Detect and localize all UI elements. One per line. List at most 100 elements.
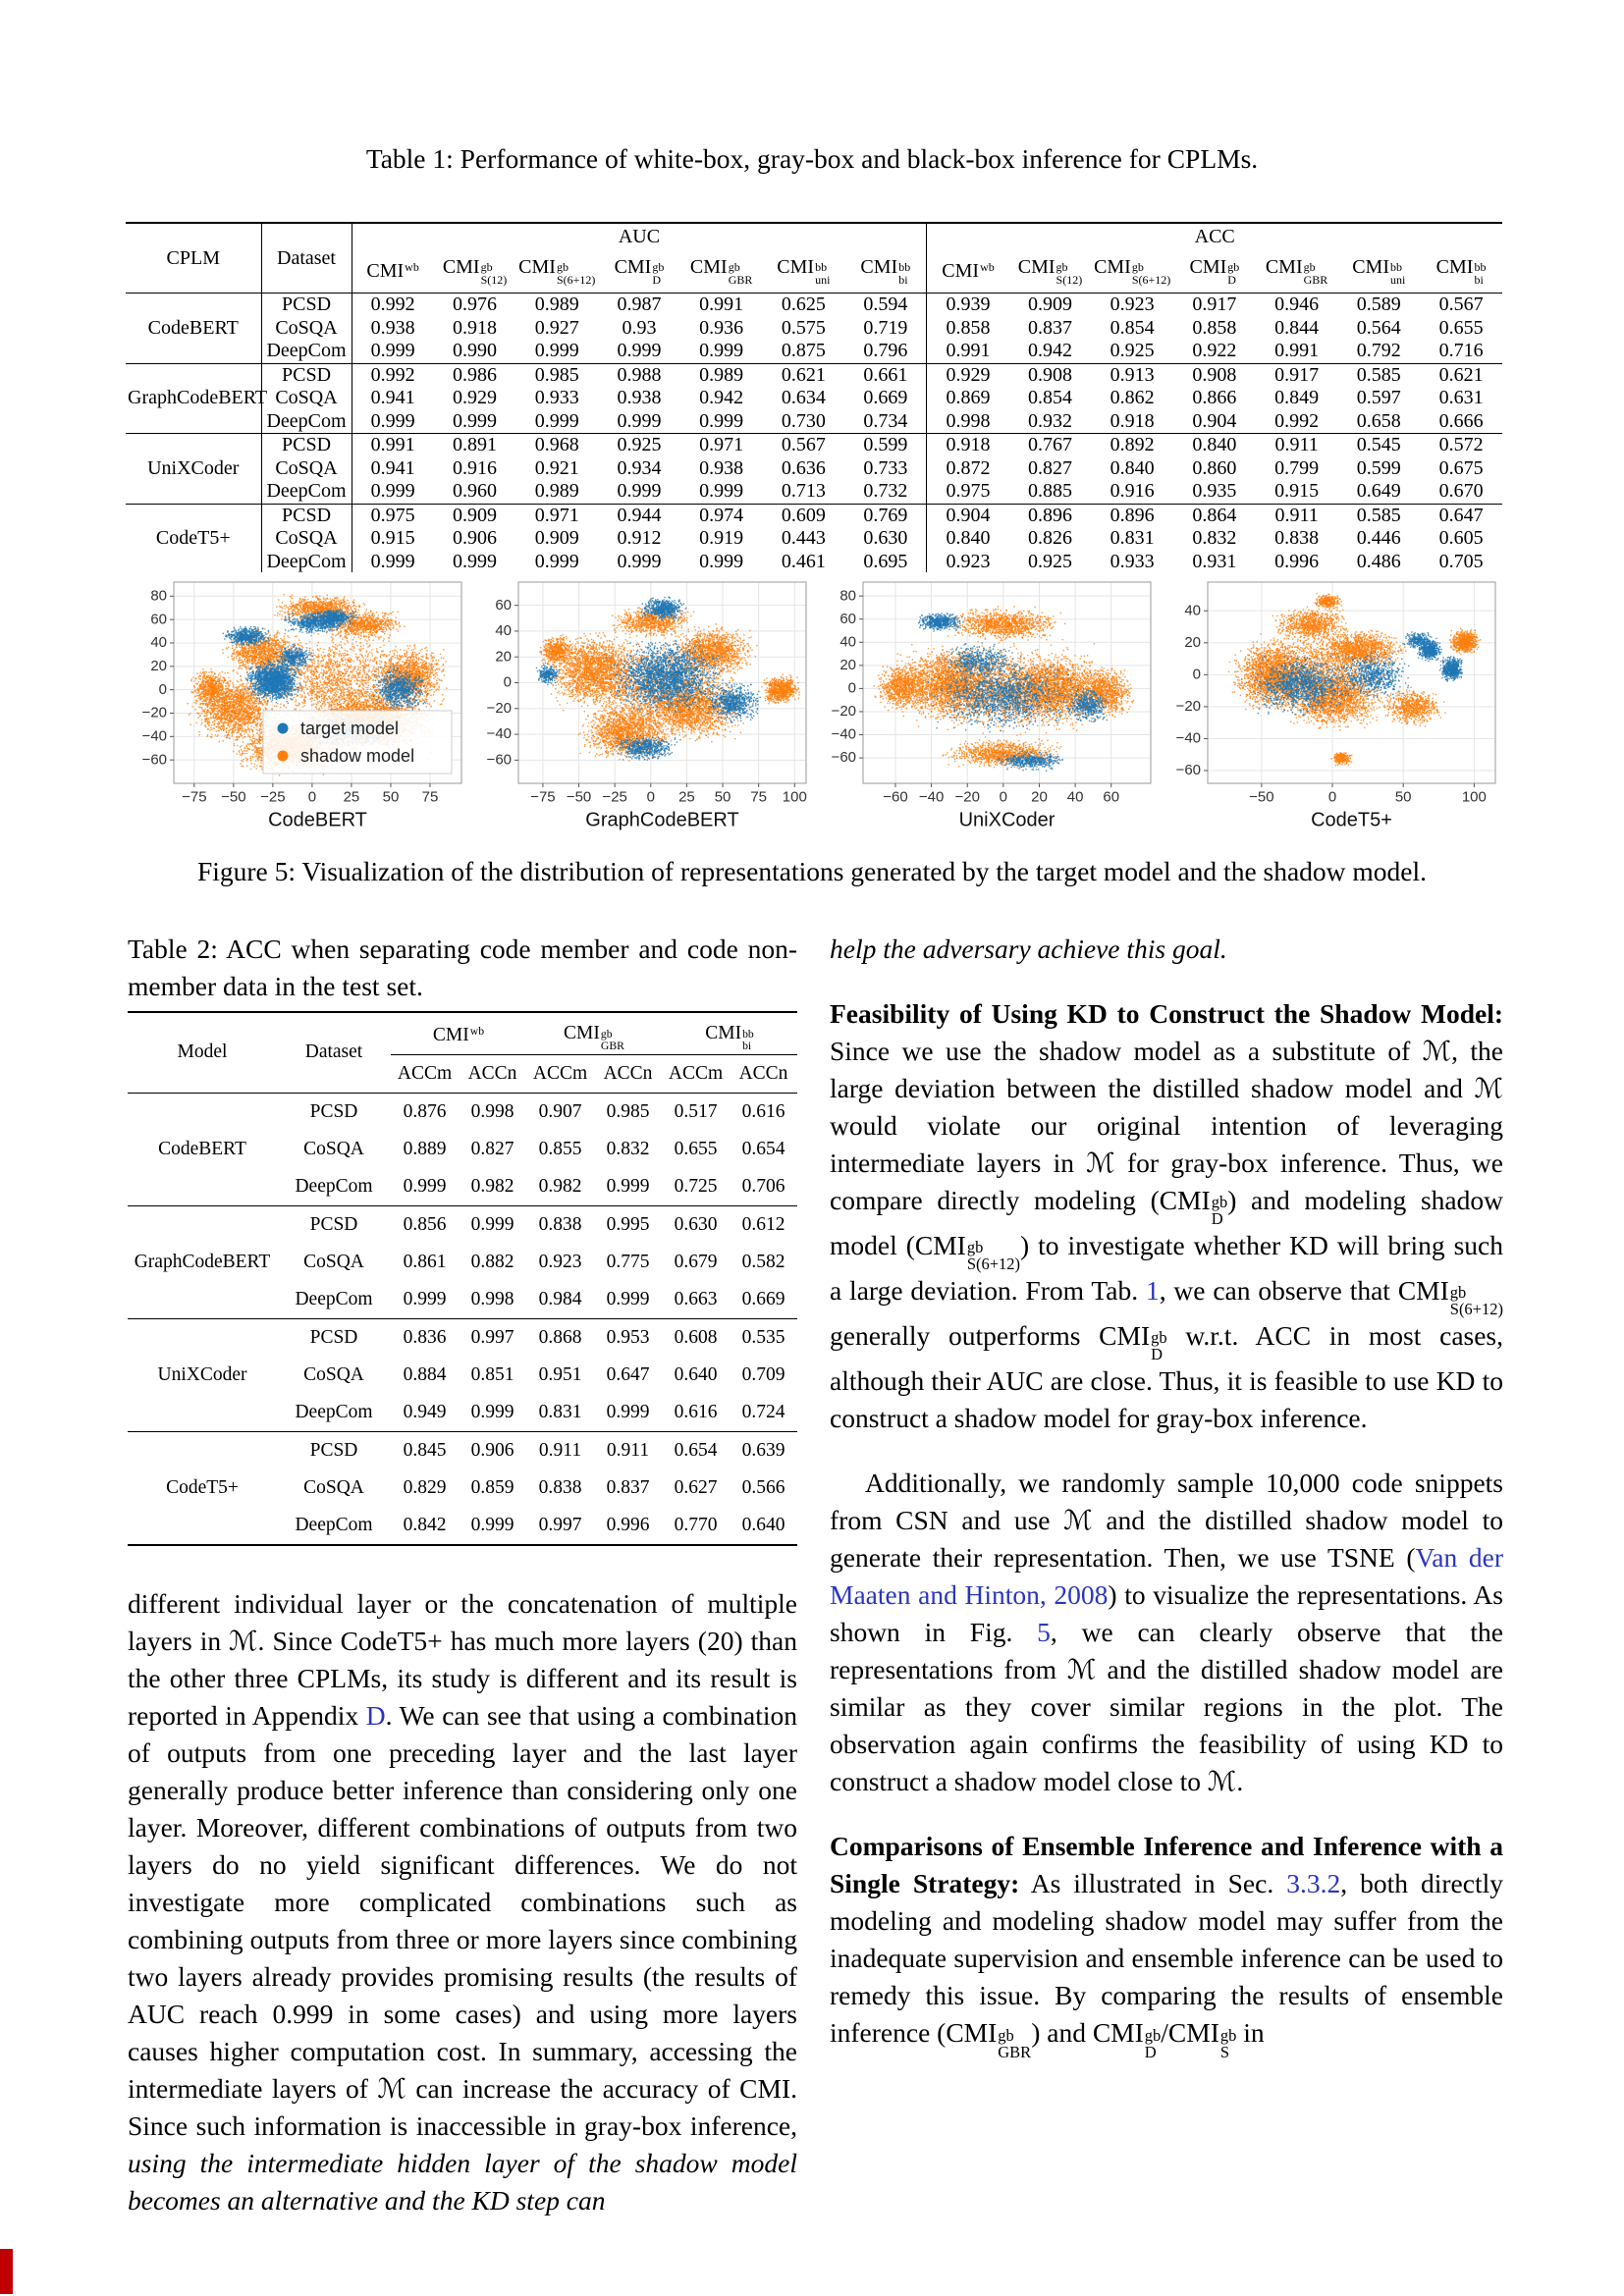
- ref-link[interactable]: D: [365, 1699, 386, 1731]
- table-cell: 0.999: [351, 409, 434, 434]
- paragraph: help the adversary achieve this goal.: [830, 931, 1503, 968]
- ref-link[interactable]: 5: [1037, 1617, 1051, 1648]
- table-cell: 0.666: [1438, 409, 1484, 432]
- table1-metric-header: CMI gb D: [1173, 249, 1256, 294]
- table-cell: 0.971: [515, 503, 599, 527]
- table-cell: 0.999: [617, 550, 662, 572]
- table-cell: 0.876: [403, 1100, 447, 1122]
- table-cell: 0.976: [453, 294, 498, 316]
- table-cell: 0.933: [1110, 550, 1155, 572]
- table2-dataset-cell: CoSQA: [303, 1138, 364, 1159]
- table-cell: 0.599: [844, 433, 927, 457]
- table-cell: 0.649: [1356, 480, 1401, 503]
- table-cell: 0.669: [741, 1288, 785, 1309]
- table-cell: 0.585: [1337, 503, 1421, 527]
- table-cell: 0.679: [674, 1251, 718, 1272]
- left-column: Table 2: ACC when separating code member…: [128, 931, 797, 2219]
- ref-link[interactable]: 1: [1145, 1275, 1160, 1307]
- table-cell: 0.875: [781, 340, 826, 362]
- table1-dataset-cell: DeepCom: [260, 340, 352, 363]
- table-cell: 0.866: [1192, 387, 1237, 409]
- table2-model-cell: GraphCodeBERT: [128, 1204, 277, 1319]
- table-cell: 0.639: [730, 1430, 797, 1469]
- scatter-plot-codebert: [125, 572, 469, 852]
- table2-subcol-header: ACCn: [459, 1054, 526, 1094]
- table2-method-header: CMIwb: [391, 1012, 526, 1055]
- table-cell: 0.616: [741, 1100, 785, 1122]
- table-cell: 0.864: [1173, 503, 1256, 527]
- table2-dataset-cell: PCSD: [277, 1317, 391, 1357]
- page-corner-mark: [0, 2249, 13, 2294]
- table-cell: 0.859: [470, 1476, 514, 1498]
- cmi-notation: CMIwb: [432, 1024, 485, 1045]
- cmi-notation: CMI gb GBR: [689, 255, 753, 287]
- cmi-notation: CMI gb S(12): [442, 255, 508, 287]
- paragraph: Feasibility of Using KD to Construct the…: [830, 995, 1503, 1437]
- cmi-notation: CMI gb GBR: [564, 1022, 624, 1052]
- table-cell: 0.567: [1438, 294, 1484, 316]
- table-cell: 0.799: [1274, 456, 1320, 479]
- scatter-canvas-graphcodebert: [469, 572, 814, 852]
- table-cell: 0.904: [926, 503, 1009, 527]
- table-cell: 0.709: [741, 1363, 785, 1385]
- table-cell: 0.999: [617, 340, 662, 362]
- table-cell: 0.851: [470, 1363, 514, 1385]
- table-cell: 0.923: [926, 550, 1009, 574]
- cmi-notation: CMI gb S: [1167, 2017, 1237, 2061]
- table-cell: 0.909: [433, 503, 516, 527]
- math-m: ℳ: [1207, 1766, 1237, 1798]
- table1-dataset-cell: DeepCom: [260, 409, 352, 434]
- table2-dataset-cell: PCSD: [277, 1430, 391, 1469]
- math-m: ℳ: [377, 2072, 406, 2105]
- table-cell: 0.999: [699, 340, 744, 362]
- table-cell: 0.999: [453, 550, 498, 572]
- table-cell: 0.991: [926, 340, 1009, 363]
- table-cell: 0.658: [1356, 409, 1401, 432]
- table-cell: 0.911: [1255, 503, 1338, 527]
- table2-model-cell: CodeBERT: [158, 1138, 246, 1159]
- scatter-plot-codet5: [1159, 572, 1503, 852]
- table-cell: 0.984: [538, 1288, 582, 1309]
- table-cell: 0.733: [863, 456, 908, 479]
- table-row: CoSQA 0.941 0.916 0.921 0.934 0.938 0.636 0.733…: [126, 456, 1502, 480]
- table-cell: 0.889: [403, 1138, 447, 1159]
- table-cell: 0.631: [1438, 387, 1484, 409]
- table-cell: 0.855: [538, 1138, 582, 1159]
- table-cell: 0.917: [1192, 294, 1237, 316]
- table-cell: 0.517: [674, 1100, 718, 1122]
- table-row: CoSQA 0.829 0.859 0.838 0.837 0.627 0.566: [128, 1469, 797, 1507]
- table-cell: 0.908: [1008, 362, 1092, 387]
- table-cell: 0.564: [1356, 316, 1401, 339]
- table1-section-acc: ACC: [926, 223, 1502, 249]
- table-row: DeepCom 0.842 0.999 0.997 0.996 0.770 0.640: [128, 1507, 797, 1545]
- table2-dataset-cell: CoSQA: [303, 1251, 364, 1272]
- text-span: ) to investigate whether KD will bring s…: [830, 1230, 1503, 1307]
- table-cell: 0.827: [470, 1138, 514, 1159]
- table-cell: 0.594: [863, 294, 908, 316]
- table-cell: 0.589: [1356, 294, 1401, 316]
- table-cell: 0.999: [351, 550, 434, 574]
- table-row: CoSQA 0.941 0.929 0.933 0.938 0.942 0.634 0.669…: [126, 387, 1502, 410]
- paragraph: Comparisons of Ensemble Inference and In…: [830, 1828, 1503, 2059]
- table-row: CoSQA 0.915 0.906 0.909 0.912 0.919 0.443 0.630…: [126, 527, 1502, 551]
- table-cell: 0.461: [781, 550, 826, 572]
- table-row: UniXCoder PCSD 0.836 0.997 0.868 0.953 0.608 0.…: [128, 1317, 797, 1432]
- table-cell: 0.906: [453, 527, 498, 550]
- table-row: CoSQA 0.884 0.851 0.951 0.647 0.640 0.709: [128, 1357, 797, 1394]
- table-cell: 0.907: [538, 1100, 582, 1122]
- table1-metric-header: CMI gb GBR: [679, 249, 763, 294]
- table2-model-cell: UniXCoder: [128, 1317, 277, 1432]
- table-cell: 0.999: [351, 340, 434, 363]
- table-cell: 0.858: [1192, 316, 1237, 339]
- table-cell: 0.705: [1438, 550, 1484, 572]
- table-cell: 0.989: [679, 362, 763, 387]
- text-span: Comparisons of Ensemble Inference and In…: [830, 1831, 1503, 1899]
- table1-dataset-cell: PCSD: [260, 433, 352, 457]
- table-cell: 0.882: [470, 1251, 514, 1272]
- table1-container: CPLM Dataset AUC ACC CMIwb CMI gb S(12) CMI gb S(6…: [126, 222, 1502, 575]
- ref-link[interactable]: 3.3.2: [1286, 1868, 1341, 1899]
- ref-link[interactable]: Van der Maaten and Hinton, 2008: [830, 1542, 1503, 1611]
- table1-dataset-cell: CoSQA: [260, 316, 352, 340]
- table-cell: 0.916: [453, 456, 498, 479]
